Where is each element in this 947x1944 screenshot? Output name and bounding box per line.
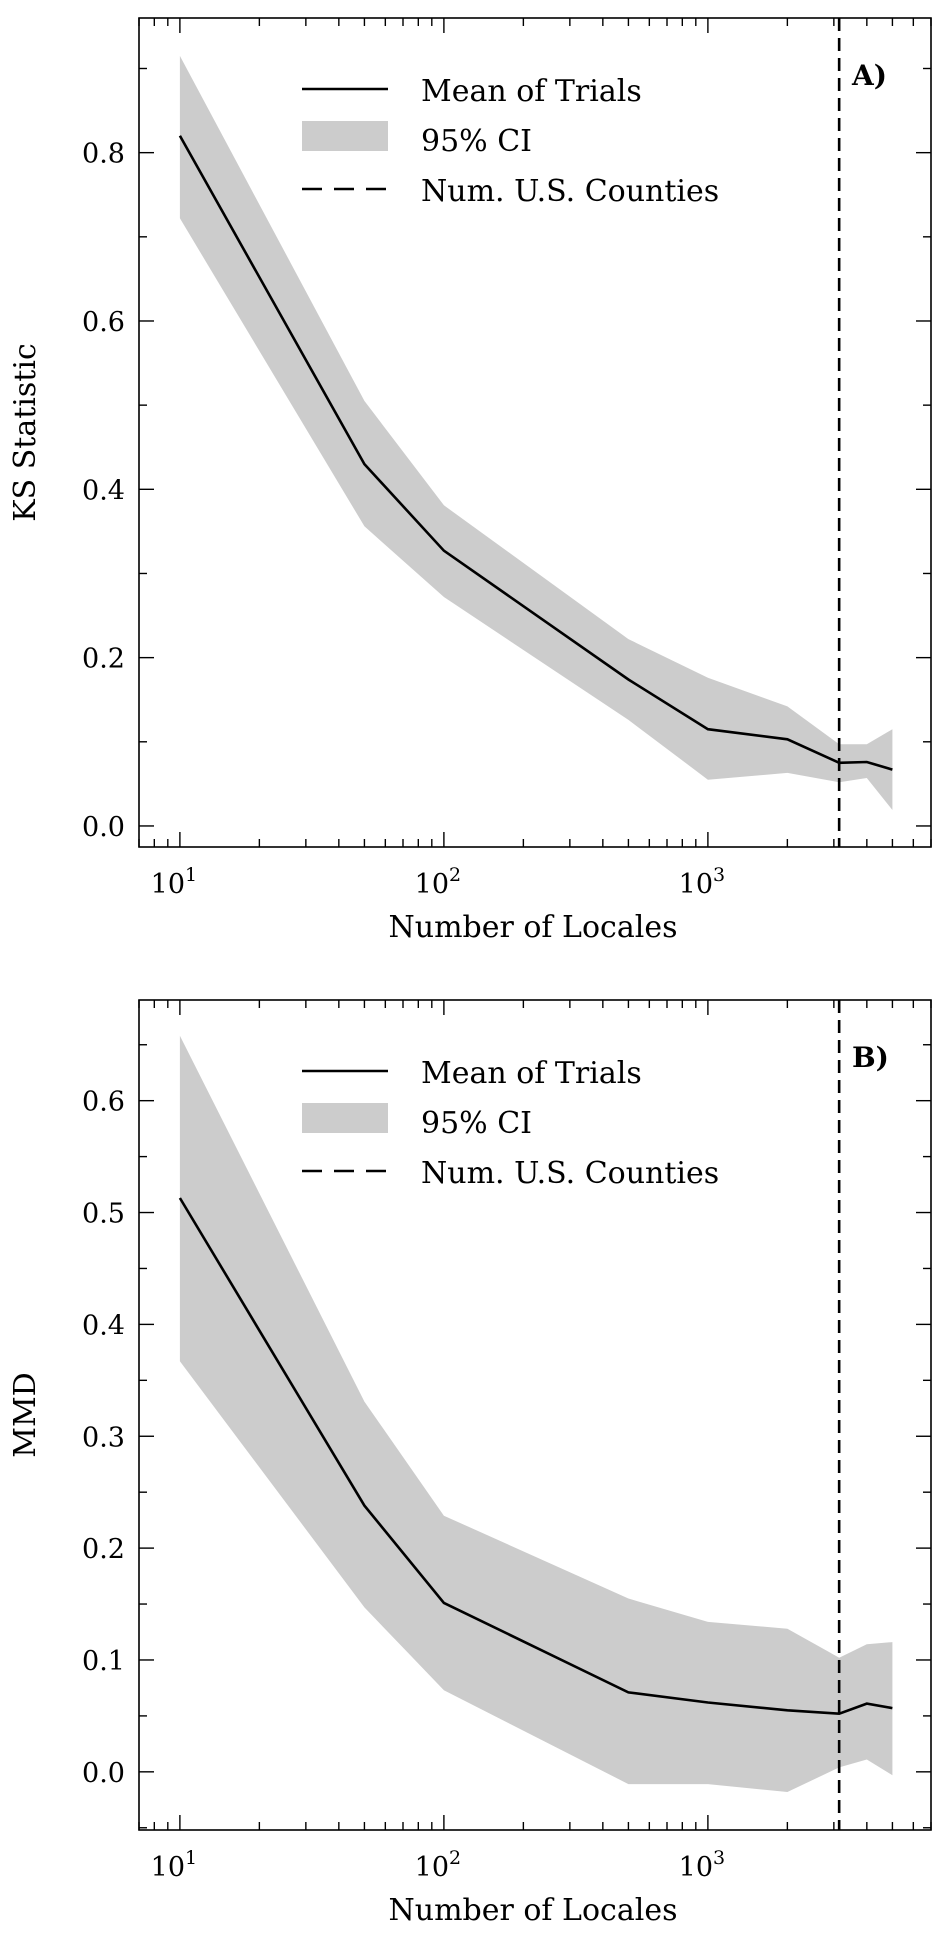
y-tick-label: 0.8	[82, 139, 125, 170]
x-tick-exponent: 3	[713, 1847, 725, 1869]
x-tick-base: 10	[151, 1852, 185, 1883]
y-tick-label: 0.0	[82, 1758, 125, 1789]
ci-band	[179, 55, 893, 810]
y-tick-label: 0.6	[82, 307, 125, 338]
mean-line	[178, 135, 893, 771]
panel-label: A)	[851, 59, 887, 92]
panel-label: B)	[852, 1041, 889, 1074]
legend-ci-swatch	[302, 1103, 388, 1133]
x-axis-label: Number of Locales	[389, 1893, 678, 1928]
legend-ci-label: 95% CI	[421, 1106, 532, 1141]
legend-counties-label: Num. U.S. Counties	[421, 1156, 719, 1191]
plot-frame	[138, 999, 932, 1831]
x-tick-label: 101	[151, 864, 197, 900]
x-tick-base: 10	[415, 1852, 449, 1883]
legend-ci-swatch	[302, 121, 388, 151]
legend-counties-label: Num. U.S. Counties	[421, 174, 719, 209]
x-tick-label: 102	[415, 1847, 461, 1883]
y-tick-label: 0.5	[82, 1199, 125, 1230]
legend: Mean of Trials 95% CI Num. U.S. Counties	[302, 1056, 719, 1191]
plot-frame	[138, 17, 932, 848]
x-tick-exponent: 3	[713, 864, 725, 886]
y-tick-label: 0.3	[82, 1422, 125, 1453]
y-tick-label: 0.4	[82, 475, 125, 506]
ci-band	[179, 1035, 893, 1792]
x-axis-label: Number of Locales	[389, 910, 678, 945]
y-tick-label: 0.2	[82, 644, 125, 675]
y-tick-label: 0.6	[82, 1087, 125, 1118]
x-tick-exponent: 2	[449, 1847, 461, 1869]
legend-mean-label: Mean of Trials	[421, 74, 642, 109]
y-tick-label: 0.0	[82, 812, 125, 843]
x-tick-exponent: 2	[449, 864, 461, 886]
y-axis-label: KS Statistic	[8, 343, 43, 522]
y-tick-label: 0.1	[82, 1646, 125, 1677]
y-tick-label: 0.2	[82, 1534, 125, 1565]
x-tick-exponent: 1	[185, 864, 197, 886]
x-tick-exponent: 1	[185, 1847, 197, 1869]
x-tick-label: 101	[151, 1847, 197, 1883]
x-tick-base: 10	[151, 869, 185, 900]
y-tick-label: 0.4	[82, 1310, 125, 1341]
legend-mean-label: Mean of Trials	[421, 1056, 642, 1091]
x-tick-base: 10	[415, 869, 449, 900]
legend-ci-label: 95% CI	[421, 124, 532, 159]
x-tick-label: 102	[415, 864, 461, 900]
legend: Mean of Trials 95% CI Num. U.S. Counties	[302, 74, 719, 209]
x-tick-label: 103	[679, 864, 725, 900]
x-tick-base: 10	[679, 869, 713, 900]
x-tick-base: 10	[679, 1852, 713, 1883]
y-axis-label: MMD	[8, 1372, 43, 1458]
x-tick-label: 103	[679, 1847, 725, 1883]
